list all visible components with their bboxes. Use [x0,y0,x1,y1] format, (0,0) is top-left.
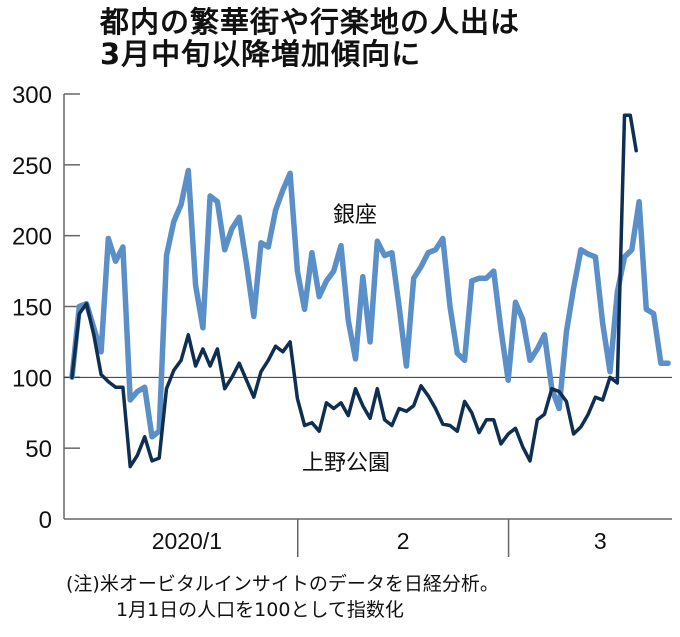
y-tick-label: 250 [12,153,52,180]
x-axis: 2020/1 2 3 [64,376,672,557]
y-axis: 0 50 100 150 200 250 300 [12,82,80,534]
series-label-ueno: 上野公園 [302,451,390,476]
series-line-ueno [70,113,638,469]
line-chart: 0 50 100 150 200 250 300 2020/1 2 3 銀座 上野公園 [12,82,672,557]
chart-title-line1: 都内の繁華街や行楽地の人出は [100,5,521,39]
x-tick-label: 2020/1 [152,528,222,554]
y-tick-label: 0 [39,507,52,534]
series-line-ginza [69,167,671,440]
x-tick-label: 3 [594,528,607,554]
chart-title-line2: 3月中旬以降増加傾向に [100,37,422,71]
y-tick-label: 50 [25,436,52,463]
chart-title: 都内の繁華街や行楽地の人出は 3月中旬以降増加傾向に [100,6,520,70]
y-tick-label: 100 [12,365,52,392]
series-label-ginza: 銀座 [333,203,377,228]
footnote: (注)米オービタルインサイトのデータを日経分析。 1月1日の人口を100として指… [66,571,499,623]
footnote-line2: 1月1日の人口を100として指数化 [116,599,404,621]
footnote-line1: (注)米オービタルインサイトのデータを日経分析。 [66,573,499,595]
y-tick-label: 150 [12,295,52,322]
x-tick-label: 2 [397,528,410,554]
y-tick-label: 200 [12,224,52,251]
y-tick-label: 300 [12,82,52,109]
series-lines [69,113,671,469]
